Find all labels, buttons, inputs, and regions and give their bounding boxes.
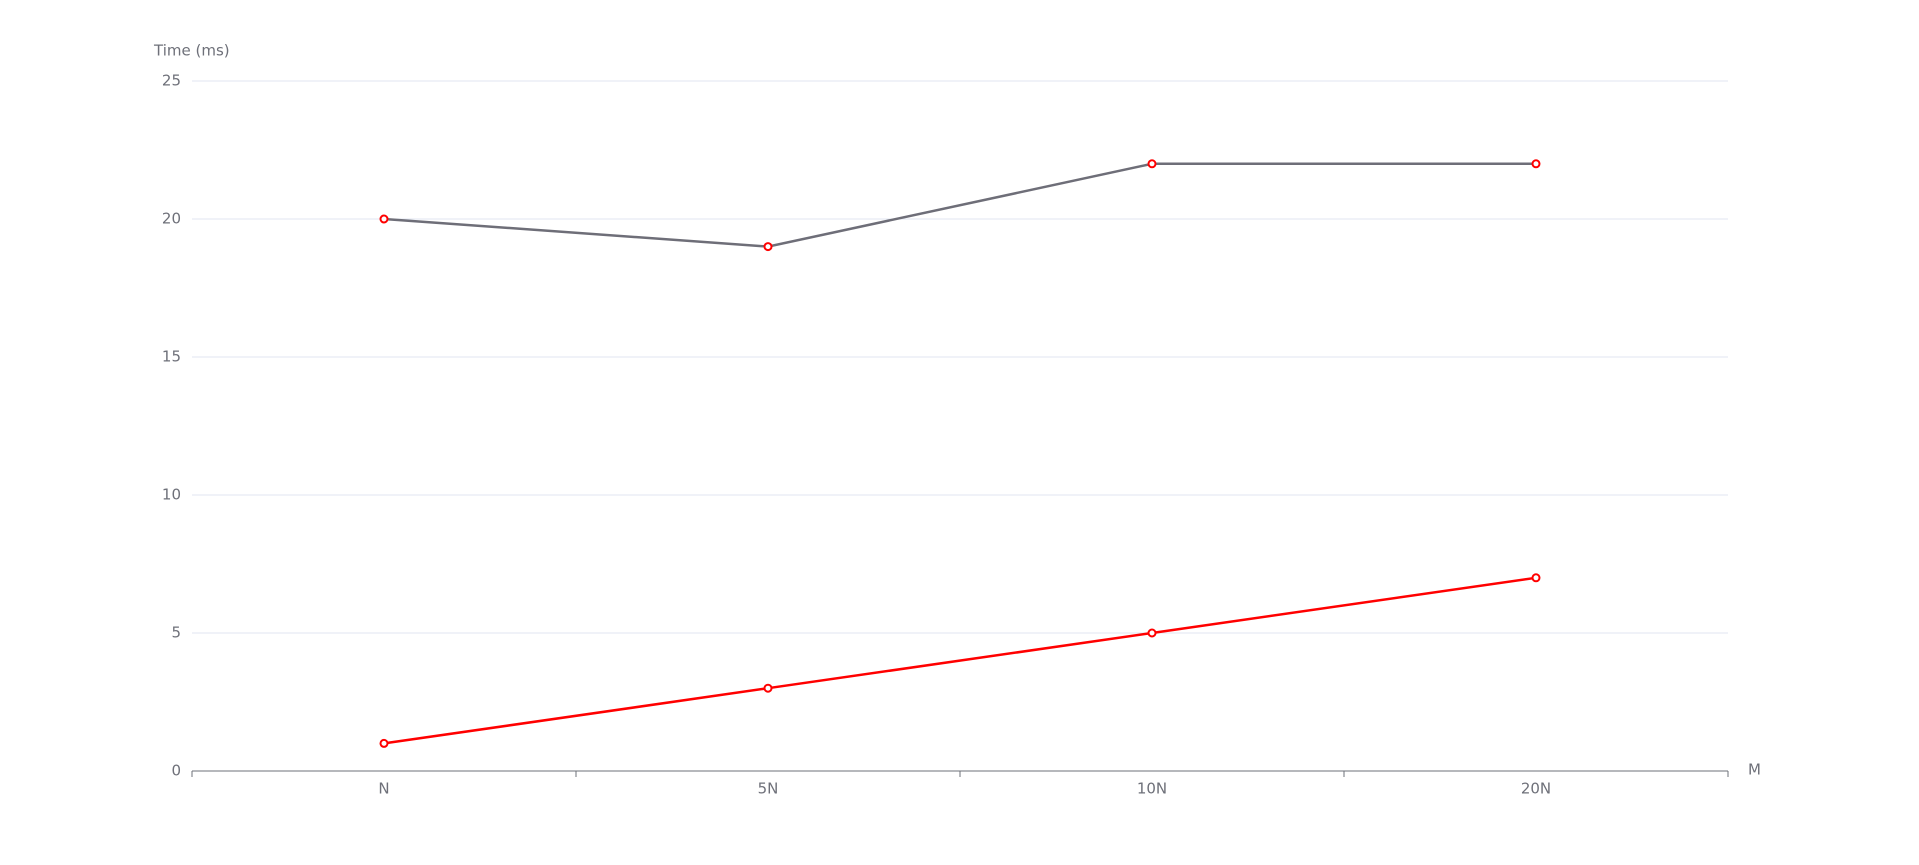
series-line [383,576,1537,745]
y-tick-label: 25 [162,72,181,90]
point [1531,159,1541,169]
x-axis-label: M [1748,761,1761,779]
x-tick-label: 5N [758,780,779,798]
point [763,242,773,252]
point [1531,573,1541,583]
point [379,214,389,224]
point [763,683,773,693]
y-tick-label: 0 [171,762,181,780]
point [379,738,389,748]
y-tick-label: 10 [162,486,181,504]
point [1147,159,1157,169]
x-tick-label: N [378,780,389,798]
series-line [383,162,1536,248]
x-tick-label: 20N [1521,780,1551,798]
x-tick-label: 10N [1137,780,1167,798]
y-tick-label: 20 [162,210,181,228]
y-tick-label: 15 [162,348,181,366]
y-tick-label: 5 [171,624,181,642]
point [1147,628,1157,638]
y-axis-label: Time (ms) [153,42,230,60]
